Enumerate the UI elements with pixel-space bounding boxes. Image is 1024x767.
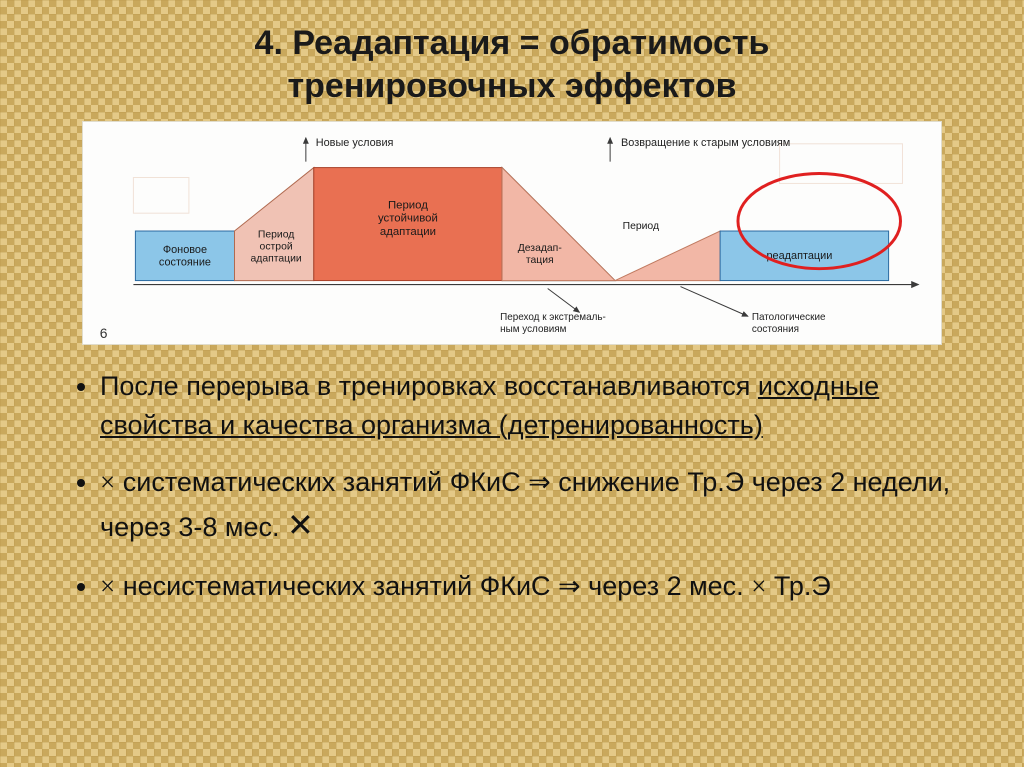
svg-text:6: 6	[100, 325, 108, 341]
times-icon: ×	[751, 571, 766, 601]
svg-text:адаптации: адаптации	[380, 226, 436, 238]
svg-text:тация: тация	[526, 255, 554, 266]
b1-text-a: После перерыва в тренировках восстанавли…	[100, 371, 758, 401]
svg-text:Дезадап-: Дезадап-	[518, 243, 562, 254]
bullet-2: × систематических занятий ФКиС ⇒ снижени…	[100, 463, 954, 549]
times-icon: ×	[100, 571, 115, 601]
implies-icon: ⇒	[558, 571, 581, 601]
bigtimes-icon: ✕	[287, 507, 314, 543]
svg-text:адаптации: адаптации	[251, 253, 302, 264]
title-line2: тренировочных эффектов	[288, 67, 737, 105]
title-line1: 4. Реадаптация = обратимость	[255, 24, 770, 62]
svg-text:Возвращение к старым условиям: Возвращение к старым условиям	[621, 137, 790, 149]
adaptation-diagram: Новые условия Возвращение к старым услови…	[82, 121, 942, 345]
svg-text:Фоновое: Фоновое	[163, 244, 207, 256]
bullet-1: После перерыва в тренировках восстанавли…	[100, 367, 954, 445]
b3-text-b: через 2 мес.	[581, 571, 752, 601]
svg-text:Период: Период	[388, 200, 428, 212]
svg-text:Новые условия: Новые условия	[316, 137, 394, 149]
times-icon: ×	[100, 467, 115, 497]
svg-text:состояние: состояние	[159, 256, 211, 268]
svg-text:Период: Период	[258, 229, 294, 240]
svg-text:состояния: состояния	[752, 324, 799, 335]
svg-text:ным условиям: ным условиям	[500, 324, 567, 335]
svg-text:Патологические: Патологические	[752, 312, 826, 323]
slide-content: 4. Реадаптация = обратимость тренировочн…	[0, 0, 1024, 606]
b3-text-a: несистематических занятий ФКиС	[115, 571, 558, 601]
implies-icon: ⇒	[528, 467, 551, 497]
bullet-list: После перерыва в тренировках восстанавли…	[70, 367, 954, 606]
b3-text-c: Тр.Э	[766, 571, 830, 601]
svg-text:Период: Период	[623, 221, 659, 232]
svg-text:реадаптации: реадаптации	[767, 250, 833, 262]
slide-title: 4. Реадаптация = обратимость тренировочн…	[70, 22, 954, 107]
bullet-3: × несистематических занятий ФКиС ⇒ через…	[100, 567, 954, 606]
svg-text:устойчивой: устойчивой	[378, 213, 438, 225]
b2-text-a: систематических занятий ФКиС	[115, 467, 528, 497]
diagram-svg: Новые условия Возвращение к старым услови…	[83, 122, 941, 344]
svg-text:острой: острой	[260, 241, 293, 252]
svg-text:Переход к экстремаль-: Переход к экстремаль-	[500, 312, 606, 323]
